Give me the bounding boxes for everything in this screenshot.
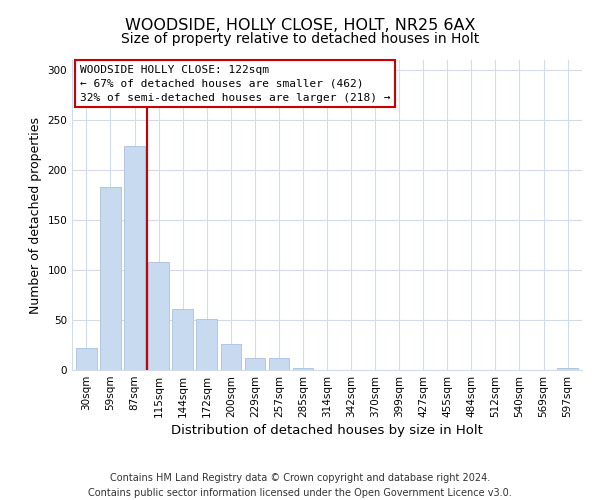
- X-axis label: Distribution of detached houses by size in Holt: Distribution of detached houses by size …: [171, 424, 483, 437]
- Bar: [293, 368, 313, 370]
- Bar: [124, 146, 145, 370]
- Bar: [557, 368, 578, 370]
- Text: WOODSIDE HOLLY CLOSE: 122sqm
← 67% of detached houses are smaller (462)
32% of s: WOODSIDE HOLLY CLOSE: 122sqm ← 67% of de…: [80, 64, 390, 102]
- Bar: [245, 358, 265, 370]
- Text: WOODSIDE, HOLLY CLOSE, HOLT, NR25 6AX: WOODSIDE, HOLLY CLOSE, HOLT, NR25 6AX: [125, 18, 475, 32]
- Bar: [196, 319, 217, 370]
- Text: Size of property relative to detached houses in Holt: Size of property relative to detached ho…: [121, 32, 479, 46]
- Bar: [172, 309, 193, 370]
- Bar: [76, 348, 97, 370]
- Bar: [100, 187, 121, 370]
- Bar: [221, 344, 241, 370]
- Text: Contains HM Land Registry data © Crown copyright and database right 2024.
Contai: Contains HM Land Registry data © Crown c…: [88, 472, 512, 498]
- Bar: [148, 262, 169, 370]
- Bar: [269, 358, 289, 370]
- Y-axis label: Number of detached properties: Number of detached properties: [29, 116, 42, 314]
